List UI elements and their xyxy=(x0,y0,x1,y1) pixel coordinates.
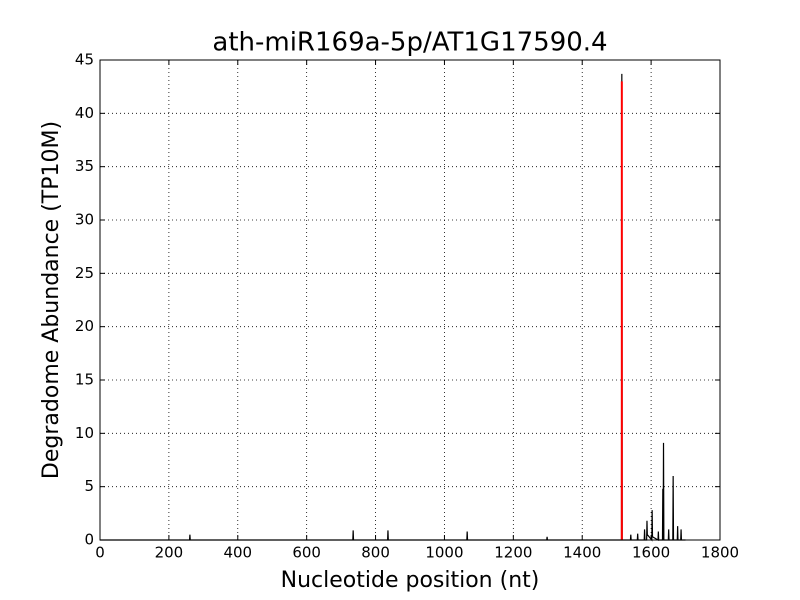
x-tick-label: 200 xyxy=(155,544,184,562)
x-tick-label: 800 xyxy=(361,544,390,562)
x-tick-label: 400 xyxy=(223,544,252,562)
plot-frame xyxy=(99,59,721,541)
y-tick-label: 35 xyxy=(75,157,94,175)
x-axis-label: Nucleotide position (nt) xyxy=(281,568,540,593)
y-tick-label: 45 xyxy=(75,51,94,69)
y-tick-label: 40 xyxy=(75,104,94,122)
x-tick-label: 600 xyxy=(292,544,321,562)
y-tick-label: 10 xyxy=(75,424,94,442)
y-tick-label: 30 xyxy=(75,211,94,229)
y-tick-label: 5 xyxy=(84,477,94,495)
x-tick-label: 1000 xyxy=(425,544,463,562)
y-tick-label: 15 xyxy=(75,371,94,389)
y-tick-label: 25 xyxy=(75,264,94,282)
y-tick-label: 20 xyxy=(75,317,94,335)
x-tick-label: 1400 xyxy=(563,544,601,562)
x-tick-label: 1600 xyxy=(632,544,670,562)
x-tick-label: 1800 xyxy=(701,544,739,562)
chart-title: ath-miR169a-5p/AT1G17590.4 xyxy=(212,28,607,58)
y-axis-label: Degradome Abundance (TP10M) xyxy=(39,121,64,479)
y-tick-label: 0 xyxy=(84,531,94,549)
x-tick-label: 1200 xyxy=(494,544,532,562)
x-tick-label: 0 xyxy=(95,544,105,562)
